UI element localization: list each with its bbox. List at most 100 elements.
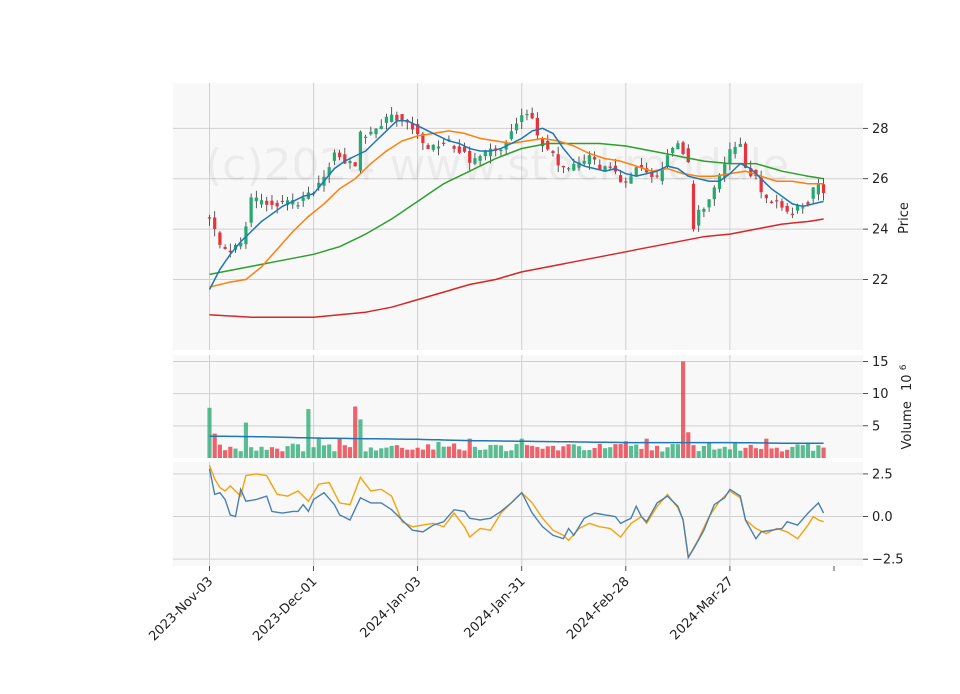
volume-bar	[498, 445, 504, 458]
volume-bar	[660, 451, 665, 458]
volume-bar	[665, 447, 670, 458]
volume-bar	[670, 444, 675, 458]
volume-bar	[249, 447, 254, 458]
volume-bar	[561, 446, 566, 458]
candle	[535, 112, 539, 141]
volume-bar	[514, 444, 519, 458]
price-panel: (c)2024 www.stockmodule 22 24 26 28 Price	[173, 83, 912, 350]
volume-bar	[368, 447, 373, 458]
candle-body	[468, 150, 472, 163]
candle	[697, 205, 701, 232]
volume-bar	[701, 445, 706, 458]
candle	[780, 198, 784, 211]
volume-bar	[727, 449, 732, 458]
volume-bar	[295, 444, 301, 458]
volume-bar	[759, 448, 764, 458]
candle	[296, 201, 300, 210]
candle-body	[639, 164, 644, 168]
candle	[436, 140, 441, 156]
oscillator-panel: −2.5 0.0 2.5	[173, 462, 904, 568]
candle	[426, 143, 430, 150]
volume-bar	[675, 444, 680, 458]
volume-bar	[805, 443, 811, 458]
price-y-ticks: 22 24 26 28	[863, 122, 889, 288]
volume-bar	[243, 422, 249, 458]
candle	[665, 149, 670, 169]
candle-body	[702, 208, 706, 212]
candle	[733, 141, 737, 159]
candle-body	[660, 169, 664, 182]
candle-body	[483, 151, 487, 157]
volume-bar	[717, 448, 722, 458]
volume-bar	[488, 444, 493, 458]
candle	[431, 144, 435, 152]
candle	[686, 144, 690, 164]
ma-long-line	[209, 142, 824, 276]
volume-unit-exponent: 6	[899, 364, 909, 370]
volume-bar	[628, 445, 634, 458]
volume-bar	[576, 446, 582, 458]
volume-bar	[493, 444, 498, 458]
x-tick-label: 2024-Feb-28	[564, 574, 633, 643]
candle	[301, 191, 305, 207]
volume-bar	[431, 449, 436, 458]
candle-body	[249, 197, 253, 223]
candle-body	[556, 154, 560, 166]
candle	[608, 162, 612, 170]
candle-body	[821, 184, 826, 194]
volume-bar	[259, 446, 264, 458]
candle-body	[285, 200, 290, 205]
candle-body	[270, 200, 274, 205]
volume-bar	[722, 446, 727, 458]
candle-body	[624, 181, 628, 183]
volume-bar	[566, 444, 571, 458]
candle-body	[254, 197, 258, 202]
candle	[566, 167, 571, 172]
volume-bar	[363, 451, 368, 458]
volume-bar	[394, 445, 399, 458]
candle	[764, 194, 768, 204]
candle	[514, 117, 519, 134]
x-tick-label: 2023-Dec-01	[250, 574, 320, 644]
volume-bar	[467, 438, 472, 458]
candle	[207, 214, 212, 226]
volume-bar	[545, 446, 550, 458]
candle-body	[332, 152, 337, 161]
candle	[270, 195, 274, 210]
candle	[478, 154, 482, 166]
candle-body	[343, 154, 347, 164]
volume-bar	[306, 409, 311, 458]
y-tick-label: 5	[872, 419, 880, 434]
volume-bar	[275, 448, 280, 458]
candle	[655, 171, 659, 179]
y-tick-label: 24	[872, 223, 889, 238]
candle-body	[795, 205, 800, 211]
price-axis-label: Price	[897, 202, 912, 234]
moving-averages	[208, 120, 824, 319]
candle	[816, 179, 821, 201]
candle-body	[364, 136, 368, 138]
volume-bar	[285, 446, 290, 458]
candle-body	[650, 172, 654, 177]
candle-body	[488, 148, 493, 157]
candle-body	[525, 114, 529, 116]
volume-bar	[556, 450, 561, 458]
candle-body	[442, 142, 446, 144]
volume-bars	[207, 361, 826, 458]
ma-mid-line	[209, 130, 824, 288]
volume-bar	[769, 448, 774, 458]
candle	[660, 161, 664, 185]
candle-body	[337, 152, 342, 158]
volume-bar	[389, 446, 394, 458]
volume-bar	[327, 444, 332, 458]
candle-body	[733, 146, 737, 154]
candle-body	[514, 123, 519, 131]
volume-bar	[337, 438, 342, 458]
volume-bar	[524, 445, 530, 458]
candle	[473, 152, 477, 166]
candle	[691, 180, 696, 232]
volume-bar	[483, 449, 488, 458]
candle-body	[665, 155, 670, 167]
candle-body	[780, 201, 784, 208]
volume-bar	[342, 445, 347, 458]
